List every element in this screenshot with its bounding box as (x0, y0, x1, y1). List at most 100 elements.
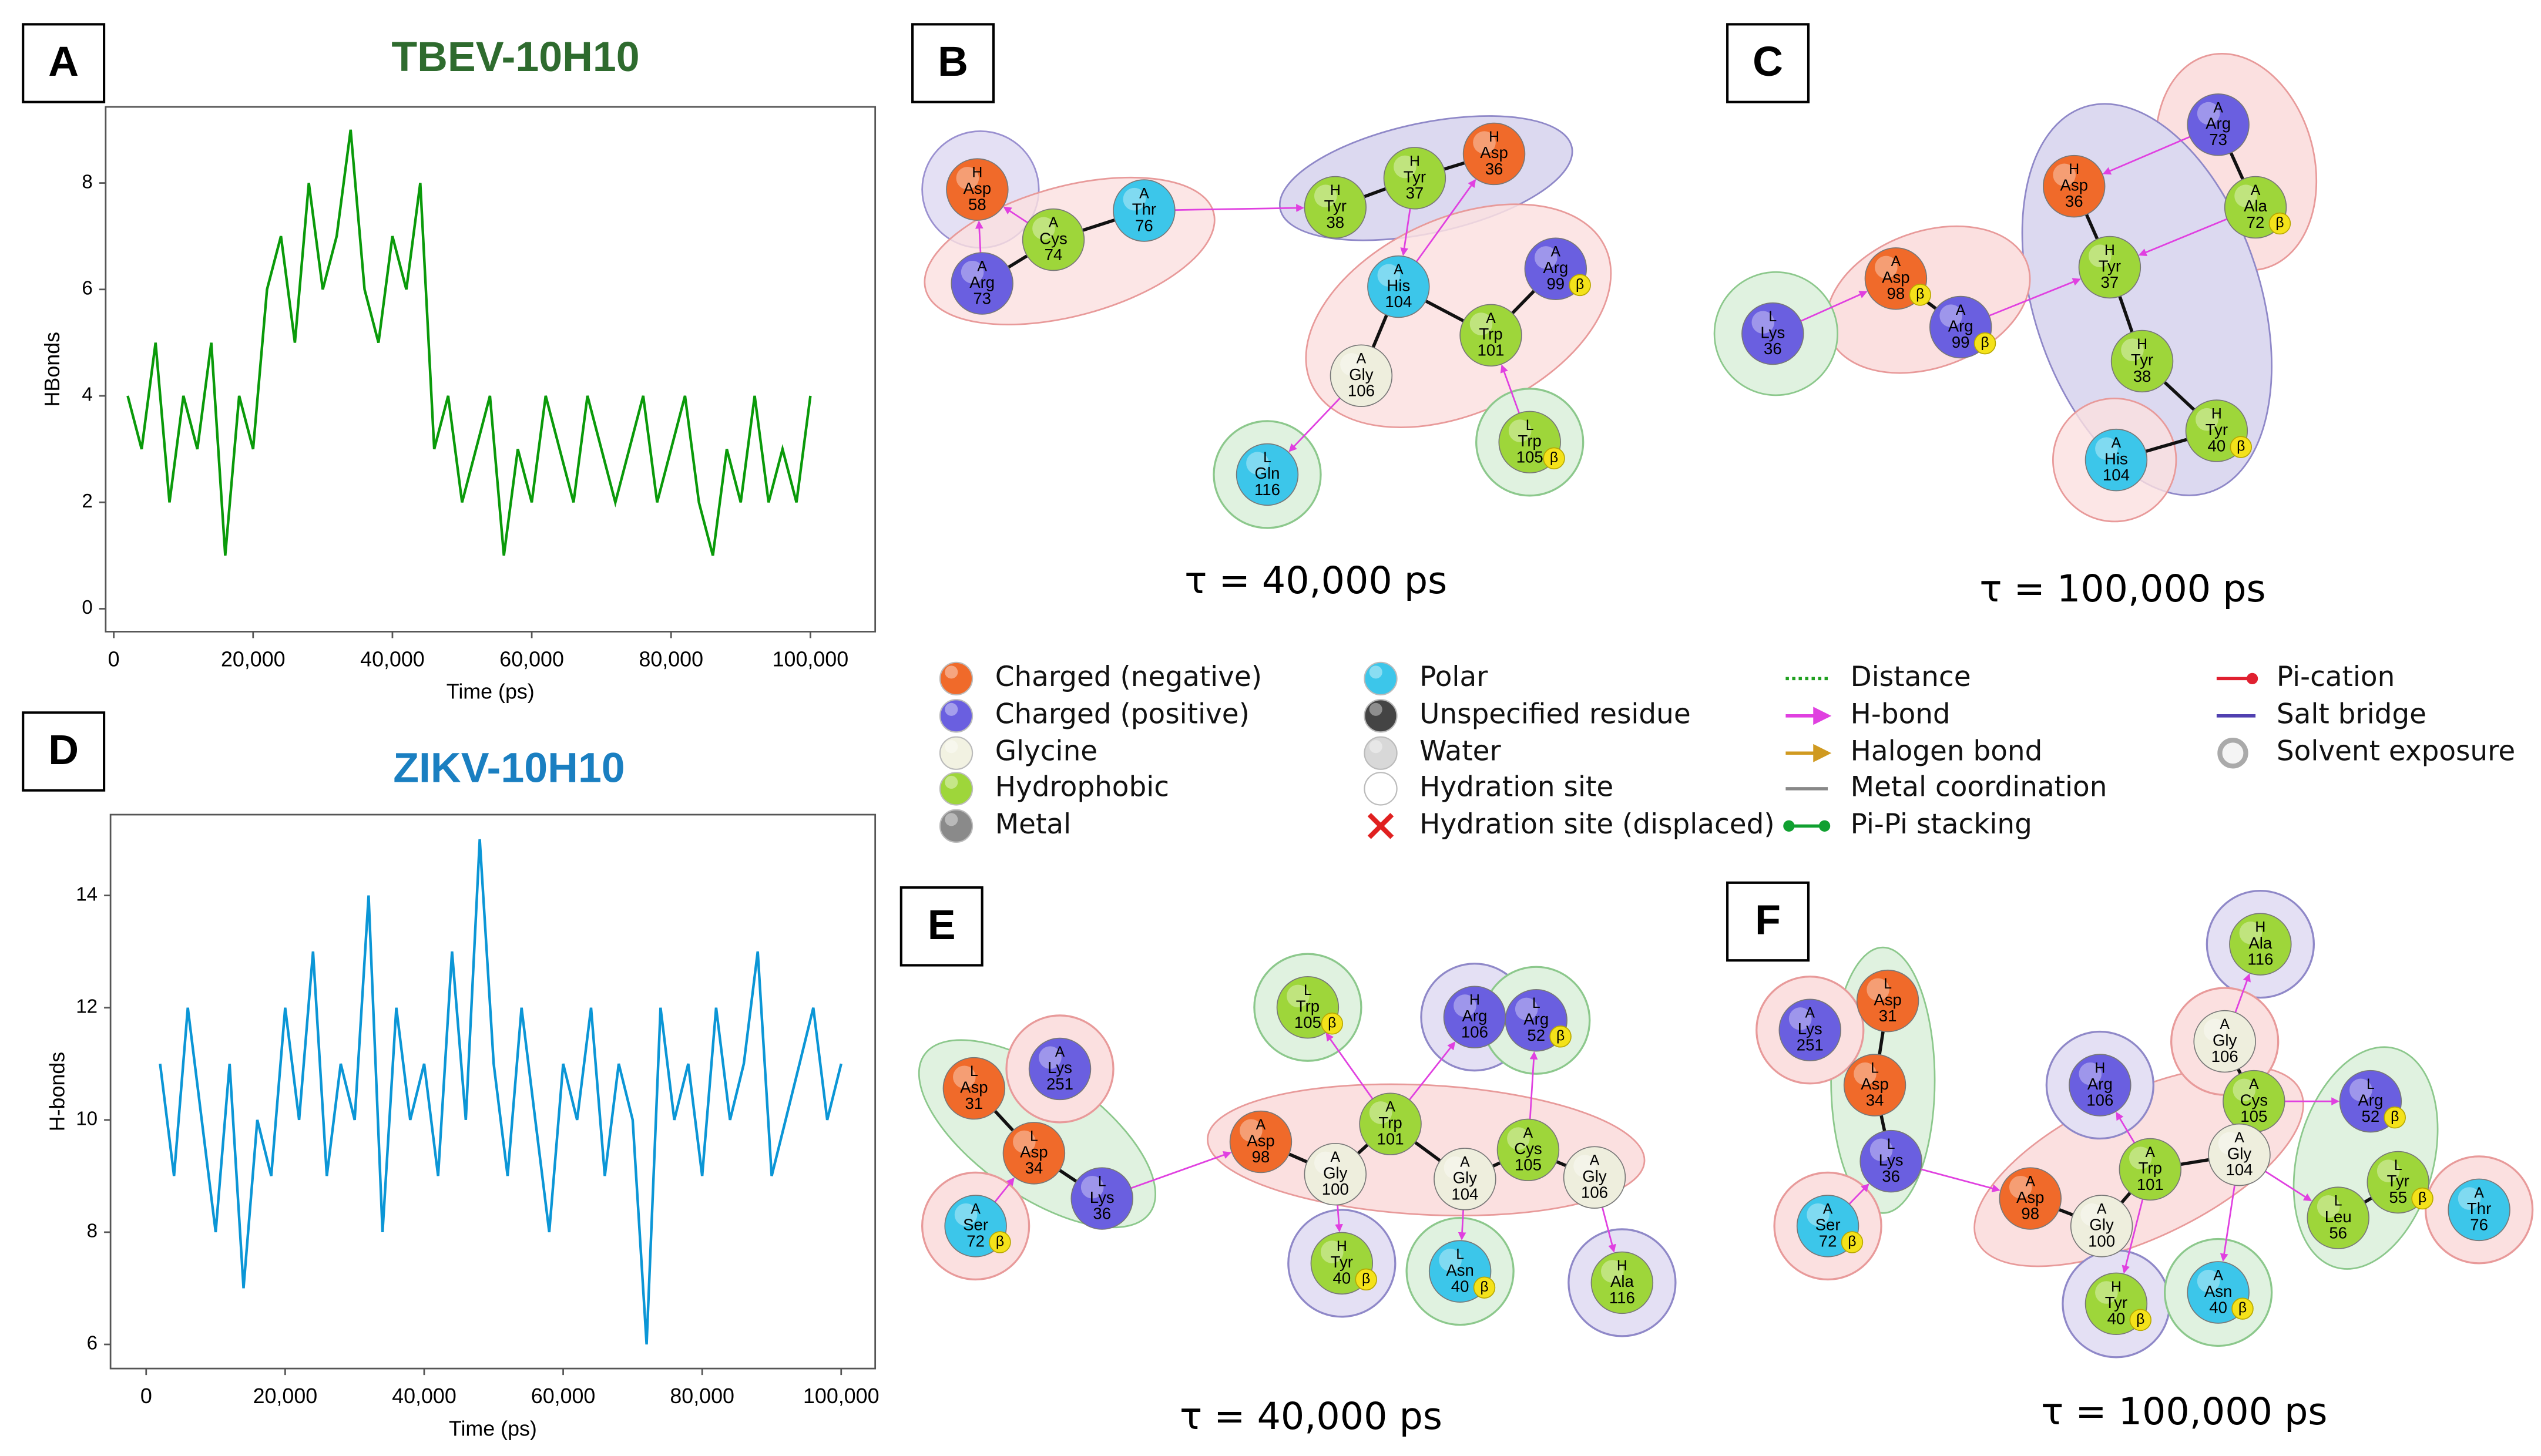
node-chain: A (1394, 262, 1404, 278)
node-chain: A (1523, 1125, 1533, 1141)
panel-letter-box (22, 23, 106, 103)
node-chain: H (2094, 1061, 2105, 1077)
node-number: 55 (2389, 1188, 2407, 1206)
node-number: 52 (2362, 1107, 2380, 1125)
node-residue: Arg (1523, 1010, 1549, 1028)
node-number: 72 (966, 1232, 985, 1250)
node-residue: Asp (964, 179, 992, 197)
node-highlight (1515, 997, 1538, 1021)
legend-sphere (939, 699, 974, 733)
h-bond (2234, 973, 2251, 1013)
residue-node (2110, 329, 2174, 393)
node-number: 56 (2329, 1224, 2347, 1242)
beta-badge (1909, 284, 1932, 306)
node-residue: Ser (963, 1216, 988, 1234)
legend-arrow (1785, 707, 1832, 725)
node-chain: L (1263, 450, 1271, 466)
h-bond (1500, 364, 1520, 414)
legend-x (1367, 813, 1394, 839)
node-number: 104 (1451, 1185, 1478, 1203)
node-chain: H (1469, 993, 1480, 1008)
residue-node (2208, 1123, 2271, 1186)
h-bond (2116, 1111, 2136, 1144)
y-tick-label: 14 (76, 883, 98, 905)
node-highlight (1601, 1260, 1624, 1283)
legend-sphere (1364, 699, 1398, 733)
node-number: 105 (1516, 448, 1543, 466)
node-highlight (1854, 1062, 1877, 1085)
y-tick-label: 10 (76, 1108, 98, 1130)
node-number: 98 (1252, 1148, 1270, 1166)
plot-frame (105, 106, 877, 633)
residue-node (2307, 1186, 2369, 1249)
node-highlight (2203, 1018, 2227, 1042)
node-residue: Gly (2213, 1031, 2237, 1049)
node-residue: Asp (1882, 268, 1910, 287)
beta-badge (1841, 1231, 1864, 1253)
h-bond (1989, 278, 2081, 317)
node-residue: Arg (969, 273, 995, 291)
node-chain: L (1768, 309, 1777, 325)
node-chain: A (1256, 1117, 1266, 1133)
node-number: 34 (1866, 1091, 1884, 1109)
node-number: 36 (2065, 192, 2083, 210)
x-axis-label: Time (ps) (449, 1417, 537, 1440)
legend-label: H-bond (1851, 698, 1951, 730)
node-number: 58 (968, 195, 986, 213)
legend-label: Water (1419, 735, 1501, 768)
legend-sphere (1364, 736, 1398, 770)
beta-label: β (1480, 1279, 1488, 1295)
node-highlight (1867, 978, 1889, 1001)
panel-letter: C (1753, 38, 1783, 85)
node-highlight (1394, 155, 1416, 179)
diagram-caption: τ = 100,000 ps (2041, 1390, 2327, 1433)
node-highlight (2095, 437, 2118, 460)
residue-node (1856, 969, 1919, 1033)
panel-letter-box (1726, 23, 1810, 103)
residue-node (1383, 147, 1446, 210)
y-tick-label: 2 (82, 490, 92, 512)
node-number: 101 (1377, 1130, 1404, 1148)
panel-letter-box (911, 23, 995, 103)
y-tick-label: 8 (87, 1220, 98, 1242)
node-highlight (2129, 1146, 2152, 1169)
panel-letter: A (48, 38, 79, 85)
node-residue: Asp (1020, 1143, 1048, 1161)
node-highlight (1469, 312, 1493, 335)
beta-badge (2268, 212, 2291, 235)
node-chain: A (2213, 1267, 2223, 1283)
residue-node (951, 252, 1013, 315)
node-number: 76 (2470, 1216, 2488, 1234)
node-chain: H (1337, 1239, 1347, 1255)
beta-label: β (1981, 335, 1989, 351)
beta-label: β (2238, 1300, 2247, 1316)
residue-node (946, 158, 1009, 221)
node-residue: Ser (1815, 1216, 1841, 1234)
blob (2292, 1046, 2439, 1270)
residue-node (1590, 1251, 1654, 1314)
node-chain: A (2213, 100, 2223, 116)
node-number: 36 (1093, 1204, 1111, 1222)
node-residue: Lys (1879, 1151, 1904, 1169)
series-line (126, 129, 812, 556)
node-residue: Trp (1518, 432, 1542, 450)
node-number: 40 (2209, 1298, 2227, 1316)
node-highlight (2458, 1187, 2481, 1210)
residue-node (2193, 1010, 2256, 1073)
node-highlight (1875, 255, 1898, 279)
node-residue: Asp (1480, 143, 1508, 162)
node-residue: Ala (2244, 197, 2268, 215)
node-highlight (1573, 1155, 1596, 1178)
residue-node (1070, 1167, 1133, 1230)
node-number: 100 (2088, 1232, 2115, 1250)
x-tick-label: 60,000 (531, 1384, 596, 1408)
node-highlight (1080, 1175, 1104, 1199)
node-number: 36 (1764, 339, 1782, 358)
node-highlight (1314, 1151, 1337, 1175)
node-number: 76 (1135, 216, 1153, 234)
h-bond (1130, 1151, 1232, 1189)
node-chain: A (2234, 1130, 2244, 1146)
node-chain: A (2025, 1174, 2035, 1190)
x-tick-label: 60,000 (499, 648, 564, 671)
h-bond (1003, 206, 1029, 224)
